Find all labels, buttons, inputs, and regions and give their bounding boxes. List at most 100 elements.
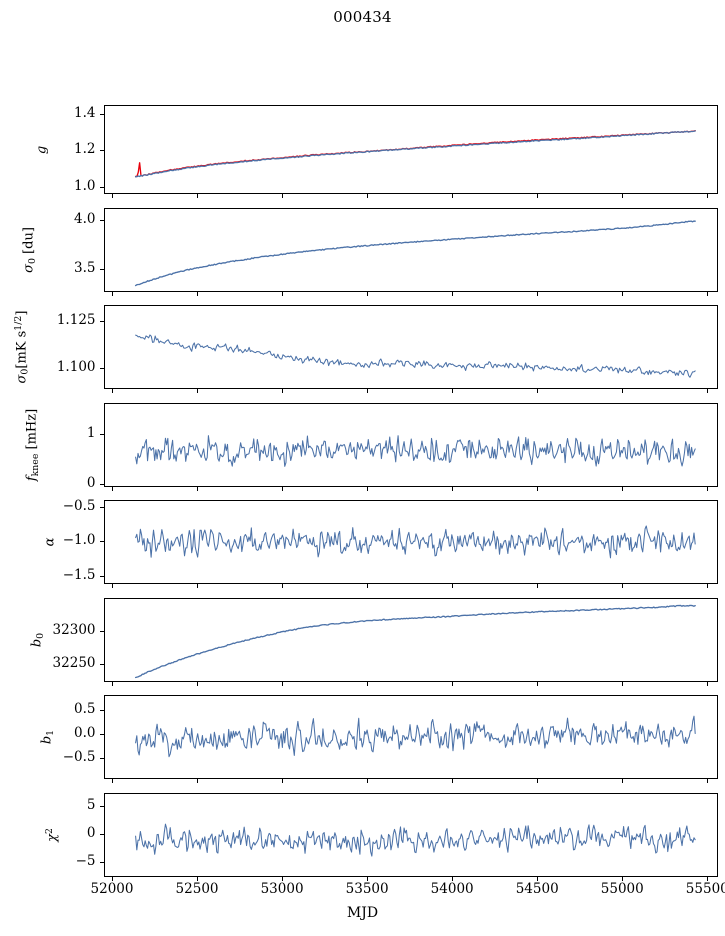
x-tick-mark (622, 779, 624, 783)
y-axis-label-sigma0_du: σ0 [du] (21, 227, 38, 273)
y-tick-mark (100, 734, 104, 736)
plot-panel-alpha (103, 500, 718, 584)
x-tick-mark (197, 292, 199, 296)
x-tick-mark (197, 877, 199, 881)
y-tick-label: 0.0 (74, 725, 96, 742)
figure-title: 000434 (333, 8, 392, 26)
y-tick-mark (100, 834, 104, 836)
y-tick-mark (100, 862, 104, 864)
x-tick-mark (367, 389, 369, 393)
y-tick-label: 1.100 (56, 358, 96, 375)
x-tick-mark (282, 292, 284, 296)
plot-panel-data (103, 105, 718, 194)
y-tick-mark (100, 506, 104, 508)
series-chi2 (134, 823, 696, 857)
y-tick-label: 32300 (52, 621, 96, 638)
x-tick-mark (282, 389, 284, 393)
x-tick-mark (112, 779, 113, 783)
x-tick-mark (622, 584, 624, 588)
x-tick-label: 55000 (600, 881, 644, 897)
y-tick-mark (100, 219, 104, 221)
y-tick-label: 0 (86, 825, 96, 842)
y-tick-mark (100, 434, 104, 436)
y-tick-mark (100, 269, 104, 271)
x-tick-mark (537, 194, 539, 198)
x-tick-mark (367, 779, 369, 783)
x-tick-mark (622, 194, 624, 198)
x-tick-label: 54000 (430, 881, 474, 897)
x-tick-mark (452, 194, 454, 198)
x-axis-label: MJD (346, 905, 379, 921)
y-axis-label-alpha: α (42, 537, 58, 547)
x-tick-mark (112, 682, 113, 686)
y-tick-mark (100, 484, 104, 486)
x-tick-mark (537, 389, 539, 393)
y-tick-mark (100, 150, 104, 152)
x-tick-mark (452, 779, 454, 783)
x-tick-mark (367, 682, 369, 686)
series-sigma0_du (134, 220, 696, 287)
x-tick-mark (537, 682, 539, 686)
y-tick-label: −1.5 (62, 566, 96, 583)
x-tick-mark (452, 292, 454, 296)
x-tick-mark (537, 779, 539, 783)
plot-panel-b0 (103, 598, 718, 682)
x-tick-label: 54500 (515, 881, 559, 897)
x-tick-label: 53500 (345, 881, 389, 897)
x-tick-mark (707, 194, 709, 198)
y-tick-label: 4.0 (74, 210, 96, 227)
y-tick-label: 1.0 (74, 177, 96, 194)
y-tick-label: −0.5 (62, 497, 96, 514)
x-tick-label: 53000 (260, 881, 304, 897)
x-tick-mark (707, 487, 709, 491)
x-tick-mark (282, 584, 284, 588)
x-tick-mark (282, 779, 284, 783)
y-tick-label: 0 (86, 475, 96, 492)
x-tick-mark (622, 877, 624, 881)
y-axis-label-data: g (34, 145, 50, 154)
y-tick-mark (100, 806, 104, 808)
x-tick-label: 52500 (175, 881, 219, 897)
x-tick-mark (367, 487, 369, 491)
x-tick-mark (452, 389, 454, 393)
x-tick-mark (197, 194, 199, 198)
x-tick-mark (452, 584, 454, 588)
y-axis-label-f_knee: fknee [mHz] (24, 408, 41, 482)
x-tick-mark (537, 292, 539, 296)
x-tick-mark (112, 389, 113, 393)
y-tick-label: 32250 (52, 655, 96, 672)
x-tick-mark (707, 877, 709, 881)
y-tick-mark (100, 664, 104, 666)
y-tick-mark (100, 709, 104, 711)
x-tick-mark (282, 487, 284, 491)
y-tick-mark (100, 630, 104, 632)
x-tick-mark (112, 487, 113, 491)
x-tick-mark (197, 682, 199, 686)
x-tick-mark (537, 584, 539, 588)
x-tick-mark (622, 389, 624, 393)
y-axis-label-sigma0_mKs: σ0[mK s1/2] (13, 310, 31, 384)
y-tick-label: −5 (75, 853, 96, 870)
x-tick-mark (112, 292, 113, 296)
x-tick-mark (622, 487, 624, 491)
series-b0 (134, 604, 696, 679)
y-axis-label-chi2: χ2 (43, 828, 61, 842)
y-tick-label: 1.4 (74, 105, 96, 122)
x-tick-mark (367, 877, 369, 881)
x-tick-mark (622, 682, 624, 686)
y-axis-label-b0: b0 (29, 632, 46, 648)
y-axis-label-b1: b1 (39, 729, 56, 745)
y-tick-label: −1.0 (62, 532, 96, 549)
x-tick-label: 55500 (685, 881, 725, 897)
y-tick-mark (100, 320, 104, 322)
x-tick-mark (367, 194, 369, 198)
x-tick-mark (197, 779, 199, 783)
x-tick-mark (282, 194, 284, 198)
y-tick-label: 0.5 (74, 700, 96, 717)
x-tick-label: 52000 (90, 881, 134, 897)
x-tick-mark (282, 877, 284, 881)
x-tick-mark (707, 389, 709, 393)
series-f_knee (134, 435, 696, 467)
plot-panel-f_knee (103, 403, 718, 487)
